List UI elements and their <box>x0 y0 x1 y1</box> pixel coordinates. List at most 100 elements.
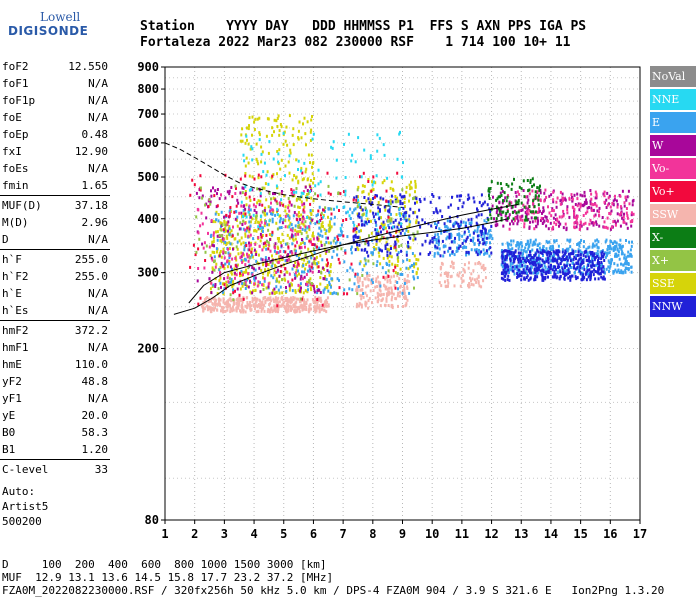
echo-point <box>551 207 554 211</box>
polarization-legend: NoVal NNE E W Vo- Vo+ SSW X- X+ SSE NNW <box>650 66 696 319</box>
echo-point <box>533 227 536 231</box>
echo-point <box>363 264 366 268</box>
echo-point <box>204 259 207 262</box>
echo-point <box>619 205 622 209</box>
echo-point <box>595 222 598 226</box>
echo-point <box>330 212 333 216</box>
echo-point <box>526 218 529 222</box>
echo-point <box>259 227 262 230</box>
echo-point <box>447 205 450 209</box>
echo-point <box>272 192 274 196</box>
echo-point <box>434 244 437 248</box>
echo-point <box>245 296 248 300</box>
echo-point <box>582 245 585 249</box>
echo-point <box>208 245 211 249</box>
echo-point <box>229 293 232 297</box>
echo-point <box>310 288 313 292</box>
echo-point <box>241 303 243 307</box>
echo-point <box>236 232 239 236</box>
footer-file-info: FZA0M_2022082230000.RSF / 320fx256h 50 k… <box>2 584 665 597</box>
echo-point <box>262 276 264 280</box>
echo-point <box>222 309 225 313</box>
x-tick-label: 6 <box>310 527 317 541</box>
echo-point <box>470 238 472 242</box>
echo-point <box>199 174 202 178</box>
echo-point <box>476 225 479 229</box>
echo-point <box>297 269 299 273</box>
echo-point <box>359 294 362 298</box>
x-tick-label: 15 <box>573 527 587 541</box>
echo-point <box>205 202 208 206</box>
echo-point <box>219 298 222 302</box>
echo-point <box>527 245 530 249</box>
echo-point <box>267 243 270 247</box>
echo-point <box>432 194 435 198</box>
echo-point <box>367 254 370 258</box>
echo-point <box>374 181 377 185</box>
echo-point <box>613 198 616 202</box>
echo-point <box>414 179 417 183</box>
echo-point <box>277 307 280 311</box>
echo-point <box>297 297 300 301</box>
echo-point <box>267 256 270 260</box>
echo-point <box>363 257 366 261</box>
echo-point <box>472 283 475 287</box>
echo-point <box>304 225 307 229</box>
echo-point <box>239 139 242 143</box>
echo-point <box>375 235 378 239</box>
echo-point <box>550 193 553 197</box>
echo-point <box>548 240 551 244</box>
echo-point <box>621 189 624 193</box>
echo-point <box>606 191 609 195</box>
echo-point <box>231 305 234 309</box>
echo-point <box>629 220 632 224</box>
echo-point <box>367 192 370 196</box>
param-name: B1 <box>2 443 16 456</box>
echo-point <box>282 250 285 253</box>
echo-point <box>225 234 228 238</box>
echo-point <box>276 172 278 176</box>
echo-point <box>547 250 550 254</box>
echo-point <box>501 254 504 258</box>
echo-point <box>324 206 327 210</box>
echo-point <box>310 187 313 190</box>
echo-point <box>602 275 605 279</box>
echo-point <box>301 270 303 274</box>
echo-point <box>223 241 226 245</box>
echo-point <box>465 250 468 254</box>
echo-point <box>605 267 608 271</box>
echo-point <box>485 241 488 244</box>
echo-point <box>246 284 248 288</box>
echo-point <box>358 304 360 308</box>
echo-point <box>287 258 290 262</box>
echo-point <box>626 226 629 230</box>
echo-point <box>518 244 521 248</box>
echo-point <box>264 258 267 262</box>
echo-point <box>606 203 609 207</box>
echo-point <box>477 280 480 284</box>
echo-point <box>608 247 611 251</box>
echo-point <box>301 227 304 231</box>
echo-point <box>301 178 304 182</box>
echo-point <box>412 197 414 201</box>
echo-point <box>216 230 219 234</box>
echo-point <box>340 223 343 227</box>
echo-point <box>542 206 545 210</box>
echo-point <box>405 301 408 305</box>
echo-point <box>600 257 603 261</box>
echo-point <box>357 280 360 284</box>
echo-point <box>499 182 502 186</box>
echo-point <box>630 253 632 257</box>
echo-point <box>508 213 511 217</box>
echo-point <box>267 241 270 245</box>
echo-point <box>231 234 234 238</box>
x-tick-label: 8 <box>369 527 376 541</box>
echo-point <box>617 250 620 254</box>
echo-point <box>612 220 615 224</box>
echo-point <box>616 263 619 267</box>
echo-point <box>309 185 312 189</box>
echo-point <box>424 239 427 243</box>
echo-point <box>198 196 201 200</box>
echo-point <box>446 279 449 282</box>
echo-point <box>331 255 334 259</box>
